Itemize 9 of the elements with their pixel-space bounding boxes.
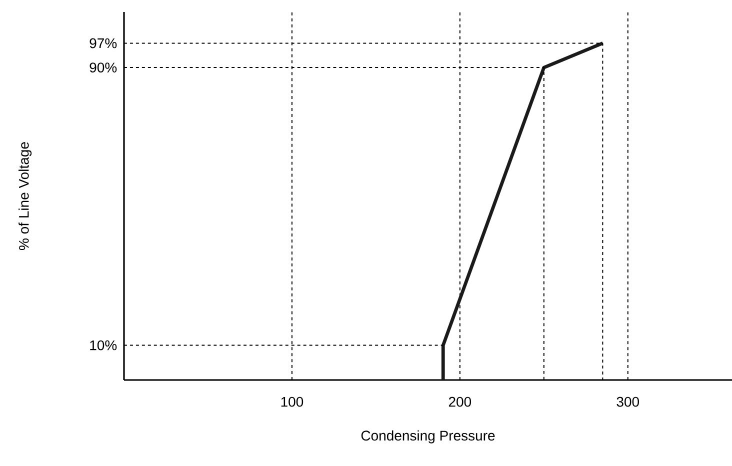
line-series [441, 42, 604, 382]
y-axis-title: % of Line Voltage [18, 142, 32, 250]
x-tick-label: 100 [281, 396, 304, 407]
y-tick-label: 97% [90, 38, 117, 48]
y-tick-label: 10% [90, 340, 117, 350]
x-tick-label: 300 [616, 396, 639, 407]
y-tick-label: 90% [90, 62, 117, 73]
x-axis-title: Condensing Pressure [361, 430, 495, 444]
x-tick-label: 200 [448, 396, 472, 407]
